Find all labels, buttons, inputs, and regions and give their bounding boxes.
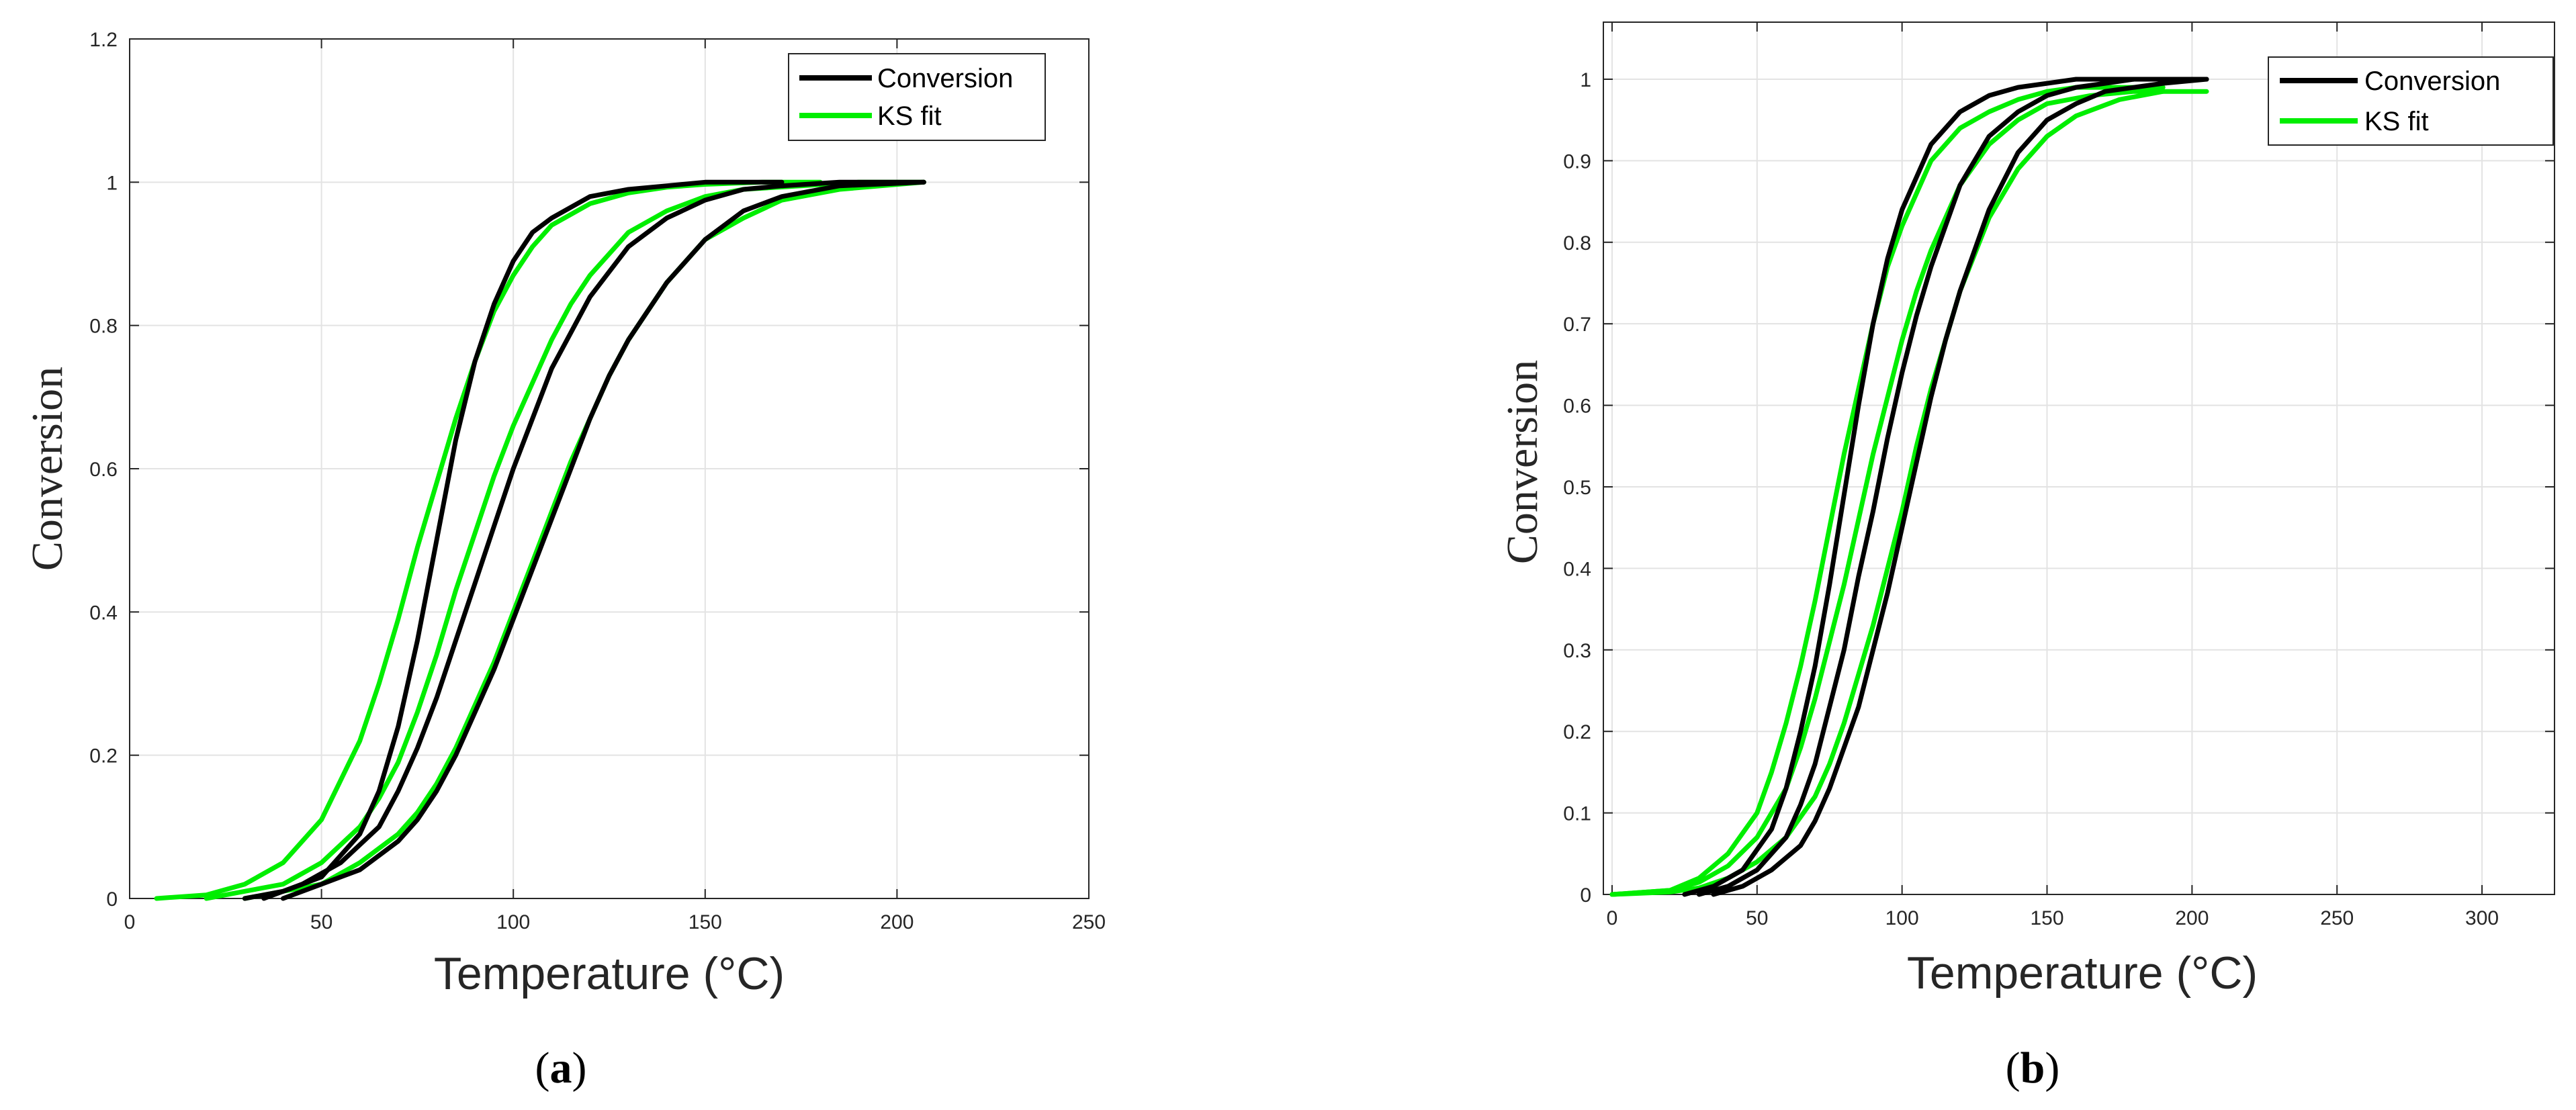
panel-a-y-tick-label: 1 (106, 172, 118, 194)
panel-b-y-tick-label: 1 (1580, 69, 1591, 91)
panel-b-y-tick-label: 0.4 (1563, 558, 1591, 580)
panel-a-x-tick-label: 150 (689, 911, 722, 933)
panel-b-series-conversion-run-1 (1682, 77, 2209, 897)
panel-a-caption-letter: a (550, 1044, 572, 1093)
panel-a-x-tick-label: 50 (310, 911, 332, 933)
panel-b-y-tick-label: 0.6 (1563, 396, 1591, 418)
panel-b-plot-area (1603, 22, 2555, 894)
panel-b-legend-box (2268, 56, 2554, 146)
panel-b-legend-label-conversion: Conversion (2364, 66, 2500, 96)
panel-b-y-tick-label: 0.1 (1563, 803, 1591, 825)
panel-b-caption-close: ) (2045, 1044, 2059, 1093)
panel-b-series-ks-fit-run-3 (1609, 89, 2209, 897)
panel-b-x-tick-label: 100 (1885, 907, 1919, 929)
panel-a-x-tick-label: 250 (1072, 911, 1106, 933)
panel-a-y-tick-label: 0.2 (89, 745, 118, 768)
panel-b-x-tick-label: 200 (2175, 907, 2209, 929)
panel-a-series-ks-fit-run-1 (154, 179, 823, 901)
panel-a-x-tick-label: 0 (124, 911, 136, 933)
panel-a-y-tick-label: 0.6 (89, 459, 118, 481)
panel-b-y-tick-label: 0.2 (1563, 721, 1591, 743)
panel-a-y-tick-label: 1.2 (89, 29, 118, 51)
panel-a-legend-label-ks-fit: KS fit (877, 101, 942, 131)
panel-b-caption: (b) (2006, 1044, 2060, 1093)
panel-b-series-conversion-run-3 (1711, 77, 2209, 897)
panel-a-y-tick-label: 0 (106, 888, 118, 911)
panel-b-caption-letter: b (2020, 1044, 2045, 1093)
panel-b-y-tick-label: 0.9 (1563, 150, 1591, 173)
panel-a-caption: (a) (535, 1044, 587, 1093)
panel-a-caption-close: ) (572, 1044, 587, 1093)
panel-b-legend: Conversion KS fit (2268, 56, 2554, 146)
panel-b-legend-label-ks-fit: KS fit (2364, 107, 2429, 136)
panel-b-y-tick-label: 0.5 (1563, 477, 1591, 499)
panel-b-y-tick-label: 0.3 (1563, 640, 1591, 662)
panel-a-y-tick-label: 0.4 (89, 602, 118, 624)
panel-a-caption-open: ( (535, 1044, 550, 1093)
panel-b-y-tick-label: 0 (1580, 884, 1591, 907)
panel-a-legend-box (788, 53, 1046, 141)
panel-b-caption-open: ( (2006, 1044, 2020, 1093)
panel-b-y-tick-label: 0.8 (1563, 232, 1591, 255)
panel-a: 0 50 100 150 200 250 0 0.2 0.4 0.6 0.8 1 1.2 Tempera… (23, 29, 1106, 1093)
panel-b-x-tick-label: 50 (1746, 907, 1768, 929)
panel-a-series-ks-fit-run-2 (204, 179, 926, 901)
panel-a-y-tick-label: 0.8 (89, 316, 118, 338)
panel-b-series-ks-fit-run-1 (1609, 85, 2166, 897)
panel-a-legend: Conversion KS fit (788, 53, 1046, 141)
panel-b-axes-box (1603, 21, 2555, 895)
panel-b-x-tick-label: 300 (2465, 907, 2499, 929)
panel-a-x-tick-label: 200 (880, 911, 914, 933)
panel-a-x-axis-label: Temperature (°C) (434, 948, 785, 999)
panel-b-x-tick-label: 150 (2030, 907, 2063, 929)
panel-b-series-ks-fit-run-2 (1609, 89, 2166, 897)
panel-b-y-tick-label: 0.7 (1563, 314, 1591, 336)
panel-b-x-tick-label: 0 (1607, 907, 1618, 929)
panel-b: 0 50 100 150 200 250 300 0 0.1 0.2 0.3 0.4 0.5 0.6 0.7… (1498, 21, 2555, 1093)
panel-a-y-axis-label: Conversion (23, 367, 72, 571)
panel-a-series-conversion-run-1 (242, 179, 785, 901)
panel-a-legend-label-conversion: Conversion (877, 64, 1013, 93)
panel-b-x-tick-label: 250 (2320, 907, 2354, 929)
panel-b-x-axis-label: Temperature (°C) (1907, 947, 2258, 999)
panel-b-y-axis-label: Conversion (1498, 360, 1547, 564)
panel-a-series-conversion-run-3 (281, 179, 926, 901)
panel-a-series-conversion-run-2 (261, 179, 926, 901)
panel-a-x-tick-label: 100 (496, 911, 530, 933)
panel-b-series-conversion-run-2 (1697, 77, 2209, 897)
